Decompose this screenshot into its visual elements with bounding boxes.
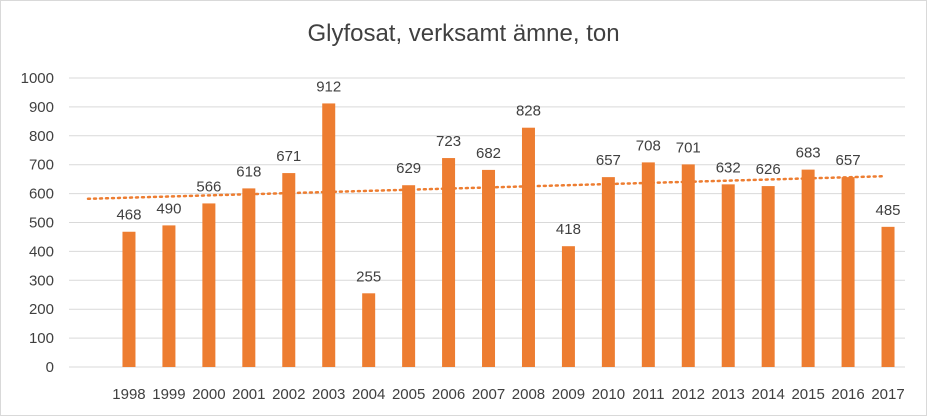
y-tick-label: 400 bbox=[29, 243, 54, 260]
data-label: 566 bbox=[196, 178, 221, 195]
bar bbox=[202, 203, 216, 367]
bar bbox=[482, 169, 496, 367]
bar bbox=[402, 185, 416, 367]
data-label: 828 bbox=[516, 103, 541, 120]
chart-title: Glyfosat, verksamt ämne, ton bbox=[307, 20, 620, 47]
bars bbox=[122, 103, 895, 367]
y-tick-label: 100 bbox=[29, 330, 54, 347]
bar bbox=[801, 169, 815, 367]
y-tick-label: 600 bbox=[29, 186, 54, 203]
bar bbox=[162, 225, 176, 367]
x-tick-label: 2011 bbox=[632, 386, 664, 403]
data-label: 629 bbox=[396, 160, 421, 177]
data-label: 671 bbox=[276, 148, 301, 165]
bar bbox=[122, 231, 136, 367]
x-tick-label: 2008 bbox=[512, 386, 545, 403]
bar bbox=[681, 164, 695, 367]
bar bbox=[322, 103, 336, 367]
trendline bbox=[86, 175, 885, 201]
x-tick-label: 2017 bbox=[871, 386, 904, 403]
trendline-path bbox=[86, 175, 885, 201]
bar bbox=[561, 246, 575, 367]
x-tick-label: 2000 bbox=[192, 386, 225, 403]
data-label: 485 bbox=[876, 202, 901, 219]
y-tick-label: 800 bbox=[29, 128, 54, 145]
bar bbox=[242, 188, 256, 367]
bar bbox=[521, 127, 535, 367]
y-tick-label: 500 bbox=[29, 215, 54, 232]
y-tick-label: 1000 bbox=[21, 70, 54, 87]
x-tick-label: 2006 bbox=[432, 386, 465, 403]
y-tick-label: 300 bbox=[29, 272, 54, 289]
data-label: 418 bbox=[556, 221, 581, 238]
y-axis-tick-labels: 0 100 200 300 400 500 600 700 800 900 1000 bbox=[21, 70, 54, 376]
data-label: 682 bbox=[476, 145, 501, 162]
x-tick-label: 2010 bbox=[592, 386, 625, 403]
bar bbox=[761, 186, 775, 367]
data-label: 618 bbox=[236, 163, 261, 180]
x-tick-label: 2007 bbox=[472, 386, 505, 403]
x-tick-label: 1998 bbox=[112, 386, 145, 403]
x-tick-label: 1999 bbox=[152, 386, 185, 403]
data-label: 626 bbox=[756, 161, 781, 178]
x-tick-label: 2002 bbox=[272, 386, 305, 403]
data-label: 632 bbox=[716, 159, 741, 176]
x-tick-label: 2001 bbox=[232, 386, 265, 403]
bar bbox=[282, 173, 296, 367]
data-label: 701 bbox=[676, 139, 701, 156]
y-tick-label: 900 bbox=[29, 99, 54, 116]
x-tick-label: 2016 bbox=[831, 386, 864, 403]
bar bbox=[841, 177, 855, 367]
data-label: 912 bbox=[316, 78, 341, 95]
x-tick-label: 2013 bbox=[712, 386, 745, 403]
x-tick-label: 2003 bbox=[312, 386, 345, 403]
x-tick-label: 2004 bbox=[352, 386, 385, 403]
x-tick-label: 2014 bbox=[751, 386, 784, 403]
data-label: 490 bbox=[156, 200, 181, 217]
data-label: 723 bbox=[436, 133, 461, 150]
bar bbox=[881, 226, 895, 367]
data-label: 683 bbox=[796, 145, 821, 162]
bar bbox=[442, 158, 456, 367]
data-label: 657 bbox=[596, 152, 621, 169]
data-label: 708 bbox=[636, 137, 661, 154]
bar bbox=[601, 177, 615, 367]
data-label: 468 bbox=[116, 207, 141, 224]
x-tick-label: 2005 bbox=[392, 386, 425, 403]
y-tick-label: 0 bbox=[46, 359, 54, 376]
bar bbox=[721, 184, 735, 367]
data-labels: 468 490 566 618 671 912 255 629 723 682 828 418 657 7… bbox=[116, 78, 900, 285]
bar bbox=[362, 293, 376, 367]
x-tick-label: 2012 bbox=[672, 386, 705, 403]
data-label: 657 bbox=[836, 152, 861, 169]
y-tick-label: 700 bbox=[29, 157, 54, 174]
x-tick-label: 2015 bbox=[791, 386, 824, 403]
bar bbox=[641, 162, 655, 367]
x-axis-tick-labels: 1998 1999 2000 2001 2002 2003 2004 2005 2006 2007… bbox=[112, 386, 904, 403]
x-tick-label: 2009 bbox=[552, 386, 585, 403]
y-tick-label: 200 bbox=[29, 301, 54, 318]
data-label: 255 bbox=[356, 268, 381, 285]
